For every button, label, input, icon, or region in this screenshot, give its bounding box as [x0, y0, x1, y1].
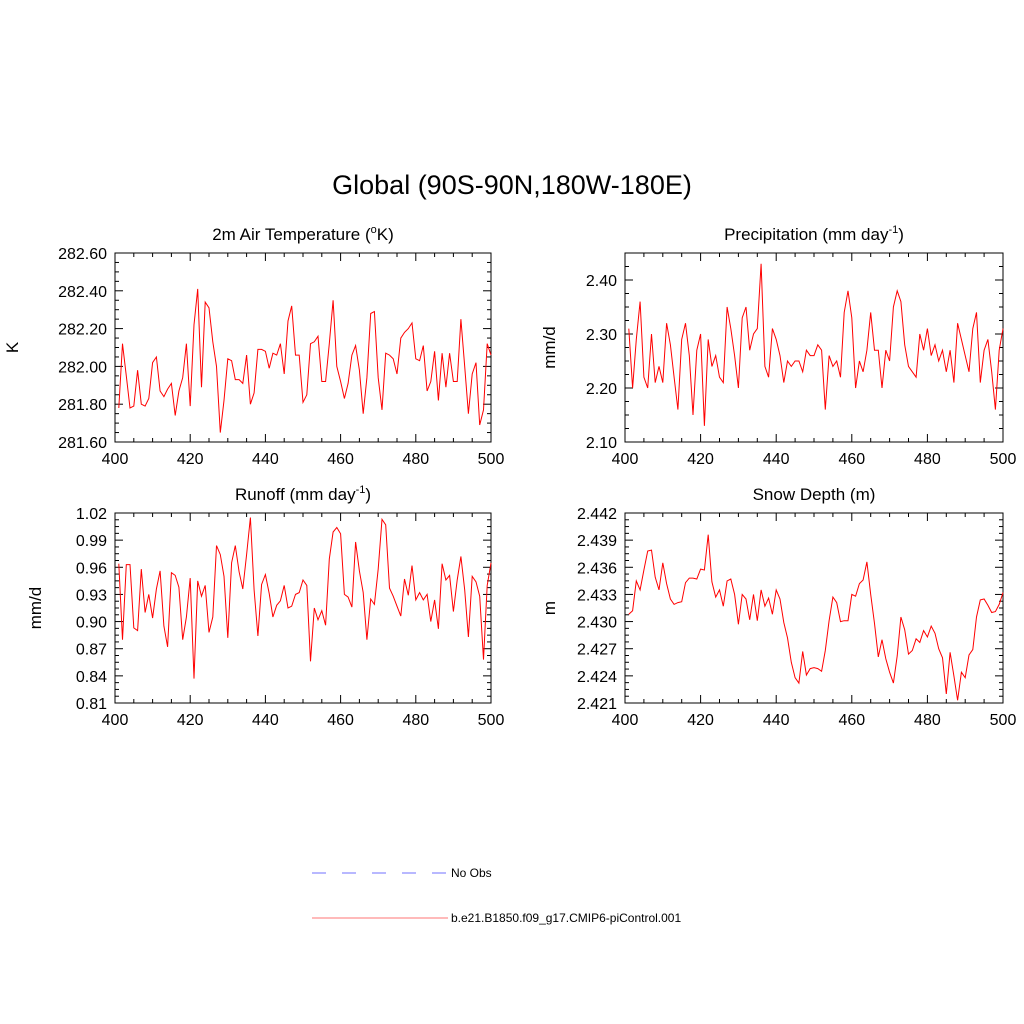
- panel-title-main: Snow Depth (m): [753, 485, 876, 504]
- y-tick-label: 281.80: [58, 397, 107, 414]
- y-tick-label: 2.10: [586, 435, 617, 452]
- x-tick-label: 460: [327, 712, 354, 729]
- x-tick-label: 440: [763, 451, 790, 468]
- panel-title: Precipitation (mm day-1): [724, 224, 904, 244]
- figure-title: Global (90S-90N,180W-180E): [332, 170, 692, 200]
- panel-2: Precipitation (mm day-1) mm/d 400 420 440 460…: [540, 224, 1016, 468]
- series-line: [118, 288, 492, 433]
- panel-4: Snow Depth (m) m 400 420 440 460 480 500 2.421 2.…: [540, 485, 1016, 729]
- x-tick-label: 460: [838, 451, 865, 468]
- panel-3: Runoff (mm day-1) mm/d 400 420 440 460 480 500 0…: [26, 484, 504, 729]
- x-tick-label: 420: [177, 712, 204, 729]
- panel-title-main: Precipitation (mm day: [724, 225, 889, 244]
- panel-title-sup: o: [371, 224, 377, 236]
- panel-title: 2m Air Temperature (oK): [212, 224, 394, 244]
- y-tick-label: 2.40: [586, 273, 617, 290]
- y-tick-label: 282.00: [58, 359, 107, 376]
- y-tick-label: 0.81: [76, 696, 107, 713]
- y-tick-label: 2.433: [577, 587, 617, 604]
- panel-title-end: ): [898, 225, 904, 244]
- x-tick-label: 440: [252, 451, 279, 468]
- x-tick-label: 500: [478, 451, 505, 468]
- y-tick-label: 2.30: [586, 327, 617, 344]
- y-tick-label: 0.93: [76, 587, 107, 604]
- plot-frame: [114, 252, 492, 443]
- y-tick-label: 282.40: [58, 284, 107, 301]
- y-tick-label: 2.439: [577, 533, 617, 550]
- x-tick-label: 500: [990, 712, 1017, 729]
- y-tick-label: 2.436: [577, 560, 617, 577]
- panel-title-end: K): [377, 225, 394, 244]
- y-tick-label: 1.02: [76, 506, 107, 523]
- y-tick-label: 2.442: [577, 506, 617, 523]
- y-tick-label: 0.90: [76, 615, 107, 632]
- panel-title-end: ): [365, 485, 371, 504]
- panel-1: 2m Air Temperature (oK) K 400 420 440 460 480 5…: [3, 224, 504, 468]
- x-tick-label: 400: [102, 451, 129, 468]
- y-tick-label: 282.20: [58, 322, 107, 339]
- x-tick-label: 480: [402, 451, 429, 468]
- y-tick-label: 281.60: [58, 435, 107, 452]
- x-tick-label: 500: [990, 451, 1017, 468]
- y-tick-label: 2.421: [577, 696, 617, 713]
- y-tick-label: 2.427: [577, 642, 617, 659]
- panel-title-main: 2m Air Temperature (: [212, 225, 371, 244]
- panel-title-sup: -1: [888, 224, 898, 236]
- plot-frame: [114, 512, 492, 704]
- panel-title-main: Runoff (mm day: [235, 485, 356, 504]
- x-tick-label: 400: [612, 712, 639, 729]
- x-tick-label: 460: [838, 712, 865, 729]
- y-tick-label: 2.424: [577, 669, 617, 686]
- y-axis-label: mm/d: [26, 587, 45, 630]
- series-line: [118, 517, 492, 679]
- legend-label-no-obs: No Obs: [451, 866, 492, 880]
- plot-frame: [624, 512, 1004, 704]
- series-line: [628, 263, 1004, 426]
- x-tick-label: 440: [252, 712, 279, 729]
- x-tick-label: 460: [327, 451, 354, 468]
- y-axis-label: m: [540, 601, 559, 615]
- legend: No Obs b.e21.B1850.f09_g17.CMIP6-piContr…: [312, 866, 681, 925]
- x-tick-label: 420: [177, 451, 204, 468]
- x-tick-label: 400: [612, 451, 639, 468]
- x-tick-label: 420: [687, 451, 714, 468]
- panel-title-sup: -1: [356, 484, 366, 496]
- y-axis-label: mm/d: [540, 326, 559, 369]
- y-tick-label: 2.430: [577, 615, 617, 632]
- x-tick-label: 400: [102, 712, 129, 729]
- y-tick-label: 0.99: [76, 533, 107, 550]
- y-tick-label: 0.87: [76, 642, 107, 659]
- x-tick-label: 480: [914, 712, 941, 729]
- x-tick-label: 440: [763, 712, 790, 729]
- x-tick-label: 420: [687, 712, 714, 729]
- series-line: [628, 534, 1004, 701]
- x-tick-label: 500: [478, 712, 505, 729]
- y-tick-label: 2.20: [586, 381, 617, 398]
- y-axis-label: K: [3, 341, 22, 353]
- x-tick-label: 480: [914, 451, 941, 468]
- x-tick-label: 480: [402, 712, 429, 729]
- legend-label-model: b.e21.B1850.f09_g17.CMIP6-piControl.001: [451, 911, 681, 925]
- panel-title: Snow Depth (m): [753, 485, 876, 504]
- panel-title: Runoff (mm day-1): [235, 484, 371, 504]
- y-tick-label: 0.84: [76, 669, 107, 686]
- y-tick-label: 282.60: [58, 246, 107, 263]
- y-tick-label: 0.96: [76, 560, 107, 577]
